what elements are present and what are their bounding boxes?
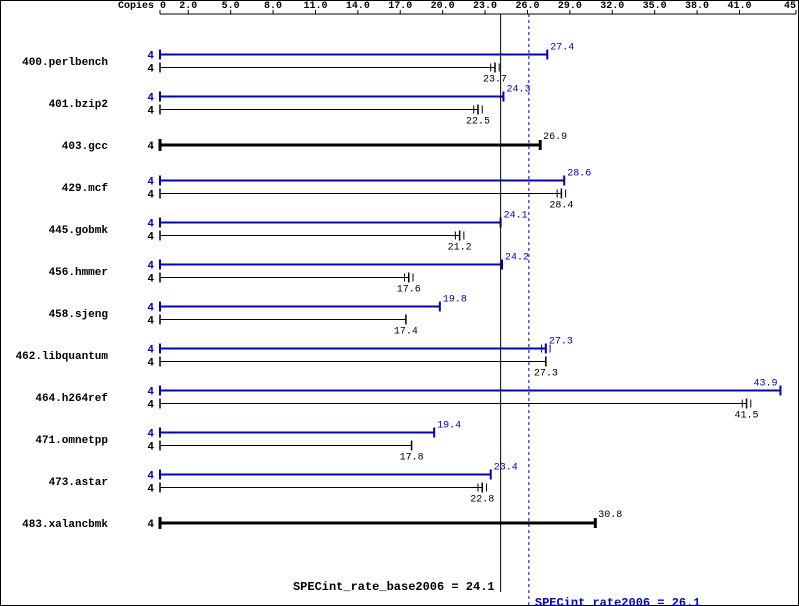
x-tick-label: 26.0	[515, 1, 539, 12]
peak-value-label: 28.6	[567, 169, 591, 180]
copies-value-peak: 4	[147, 429, 154, 441]
x-tick-label: 45.0	[784, 1, 799, 12]
x-tick-label: 38.0	[685, 1, 709, 12]
copies-value-base: 4	[147, 316, 154, 328]
base-value-label: 17.4	[394, 327, 418, 338]
copies-value-peak: 4	[147, 93, 154, 105]
x-tick-label: 0	[160, 1, 166, 12]
peak-value-label: 23.4	[494, 463, 518, 474]
base-value-label: 17.6	[397, 285, 421, 296]
peak-value-label: 43.9	[753, 379, 777, 390]
benchmark-label: 473.astar	[49, 477, 108, 489]
copies-value-base: 4	[147, 232, 154, 244]
benchmark-label: 445.gobmk	[49, 225, 109, 237]
benchmark-label: 471.omnetpp	[35, 435, 108, 447]
x-tick-label: 8.0	[264, 1, 282, 12]
x-tick-label: 35.0	[643, 1, 667, 12]
benchmark-label: 429.mcf	[62, 183, 109, 195]
base-value-label: 28.4	[549, 201, 573, 212]
copies-value-base: 4	[147, 400, 154, 412]
copies-value-peak: 4	[147, 345, 154, 357]
base-value-label: 22.8	[470, 495, 494, 506]
copies-value: 4	[147, 519, 154, 531]
x-tick-label: 17.0	[388, 1, 412, 12]
copies-value-peak: 4	[147, 303, 154, 315]
copies-value: 4	[147, 141, 154, 153]
copies-value-peak: 4	[147, 51, 154, 63]
copies-value-peak: 4	[147, 261, 154, 273]
copies-value-base: 4	[147, 484, 154, 496]
copies-value-base: 4	[147, 274, 154, 286]
benchmark-label: 401.bzip2	[49, 99, 108, 111]
copies-value-base: 4	[147, 106, 154, 118]
base-summary-label: SPECint_rate_base2006 = 24.1	[293, 580, 495, 594]
base-value-label: 23.7	[483, 75, 507, 86]
x-tick-label: 14.0	[346, 1, 370, 12]
copies-value-base: 4	[147, 358, 154, 370]
copies-value-peak: 4	[147, 219, 154, 231]
benchmark-label: 458.sjeng	[49, 309, 108, 321]
peak-value-label: 24.1	[504, 211, 528, 222]
copies-value-base: 4	[147, 64, 154, 76]
base-value-label: 22.5	[466, 117, 490, 128]
peak-value-label: 27.3	[549, 337, 573, 348]
x-tick-label: 2.0	[179, 1, 197, 12]
copies-value-peak: 4	[147, 387, 154, 399]
base-value-label: 17.8	[400, 453, 424, 464]
benchmark-label: 464.h264ref	[35, 393, 108, 405]
x-tick-label: 5.0	[222, 1, 240, 12]
peak-value-label: 24.2	[505, 253, 529, 264]
copies-value-peak: 4	[147, 177, 154, 189]
benchmark-label: 403.gcc	[62, 141, 108, 153]
copies-value-base: 4	[147, 442, 154, 454]
x-tick-label: 32.0	[600, 1, 624, 12]
copies-header: Copies	[118, 0, 154, 12]
base-value-label: 30.8	[598, 510, 622, 521]
benchmark-label: 462.libquantum	[16, 351, 109, 363]
copies-value-peak: 4	[147, 471, 154, 483]
base-value-label: 26.9	[543, 132, 567, 143]
x-tick-label: 41.0	[727, 1, 751, 12]
peak-value-label: 27.4	[550, 43, 574, 54]
base-value-label: 21.2	[448, 243, 472, 254]
spec-rate-chart: 0 2.0 5.0 8.0 11.0 14.0 17.0 20.0 23.0 26.0 29.0 32…	[0, 0, 799, 606]
base-value-label: 27.3	[534, 369, 558, 380]
copies-value-base: 4	[147, 190, 154, 202]
peak-value-label: 19.4	[437, 421, 461, 432]
x-tick-label: 29.0	[558, 1, 582, 12]
peak-value-label: 19.8	[443, 295, 467, 306]
chart-bg	[0, 0, 799, 606]
benchmark-label: 400.perlbench	[22, 57, 108, 69]
x-tick-label: 23.0	[473, 1, 497, 12]
benchmark-label: 456.hmmer	[49, 267, 108, 279]
x-tick-label: 20.0	[431, 1, 455, 12]
x-tick-label: 11.0	[303, 1, 327, 12]
peak-summary-label: SPECint_rate2006 = 26.1	[535, 596, 701, 606]
benchmark-label: 483.xalancbmk	[22, 519, 108, 531]
base-value-label: 41.5	[735, 411, 759, 422]
peak-value-label: 24.3	[506, 85, 530, 96]
